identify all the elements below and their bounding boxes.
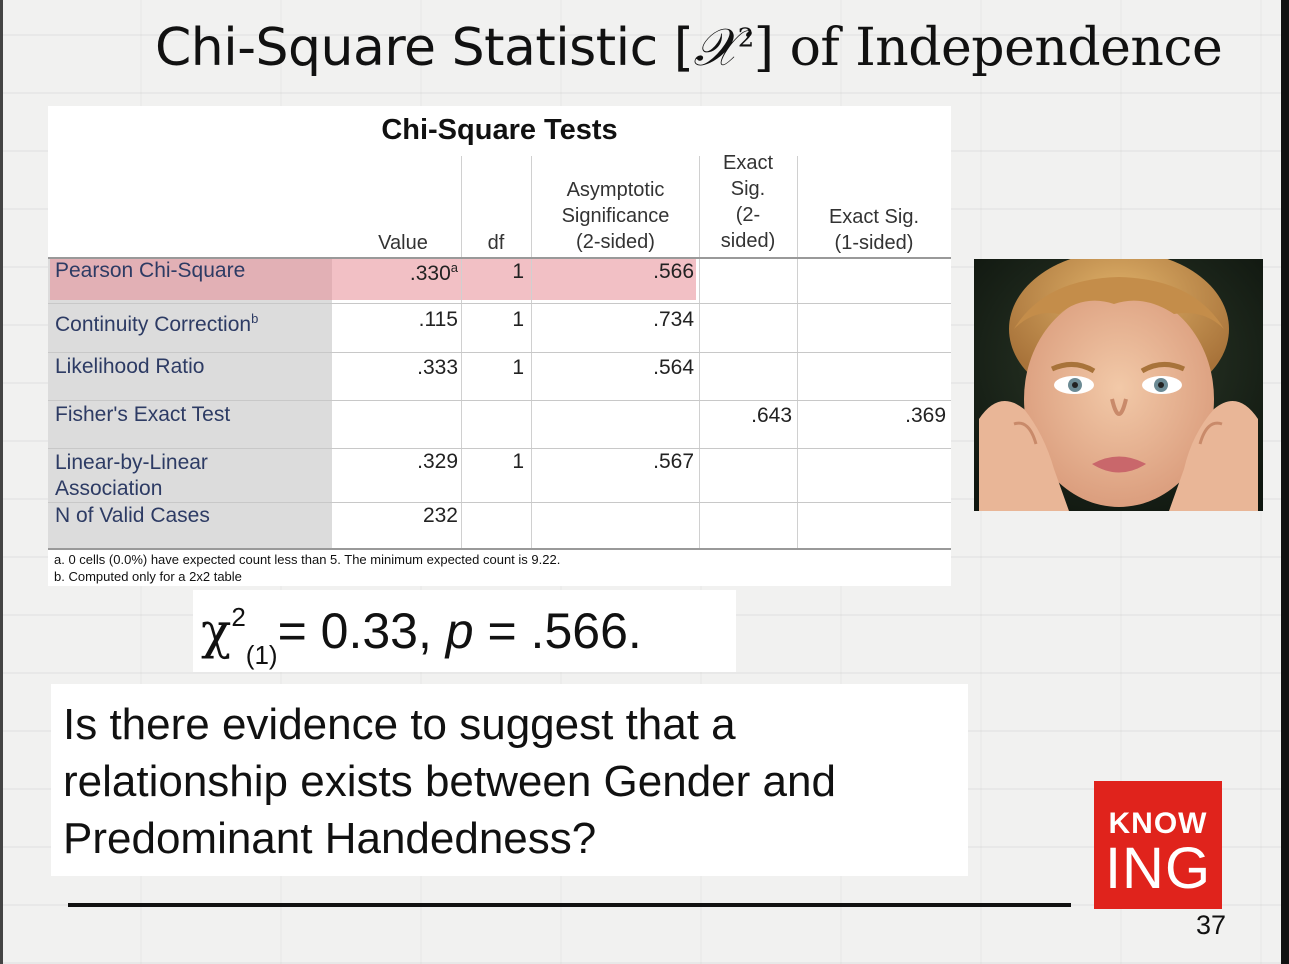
chi-symbol: χ (201, 602, 232, 660)
question-line: relationship exists between Gender and (63, 757, 836, 806)
cell-value-text: .330 (409, 262, 451, 285)
header-line: (1-sided) (834, 232, 914, 254)
cell-df: 1 (512, 450, 524, 473)
cell-df: 1 (512, 356, 524, 379)
title-text-start: Chi-Square Statistic [ (155, 18, 694, 78)
header-exact-2sided: Exact Sig. (2- sided) (700, 150, 796, 254)
cell-asymptotic: .564 (653, 356, 694, 379)
row-divider (48, 502, 951, 503)
logo-text-top: KNOW (1108, 807, 1208, 840)
table-bottom-rule (48, 548, 951, 550)
pearson-row-highlight (50, 258, 696, 300)
title-superscript: 2 (737, 23, 755, 54)
df-subscript: (1) (245, 640, 278, 670)
cell-asymptotic: .567 (653, 450, 694, 473)
cell-df: 1 (512, 260, 524, 283)
header-line: (2-sided) (576, 231, 655, 253)
header-rule (48, 257, 951, 259)
cell-asymptotic: .734 (653, 308, 694, 331)
row-label-linear: Linear-by-Linear Association (55, 450, 208, 502)
cell-value: .115 (418, 308, 458, 331)
row-label-line: Linear-by-Linear (55, 451, 208, 474)
header-line: Asymptotic (566, 179, 665, 201)
row-divider (48, 352, 951, 353)
statistic-value: = 0.33, (277, 603, 446, 659)
row-label-continuity: Continuity Correctionb (55, 306, 258, 338)
row-divider (48, 448, 951, 449)
question-box: Is there evidence to suggest that a rela… (51, 684, 968, 876)
cell-df: 1 (512, 308, 524, 331)
header-line: Exact Sig. (828, 206, 920, 228)
cell-value: .333 (417, 356, 458, 379)
header-df: df (487, 232, 505, 254)
child-photo-illustration (974, 259, 1263, 511)
header-line: Sig. (730, 178, 766, 200)
footnote-a: a. 0 cells (0.0%) have expected count le… (54, 552, 561, 567)
row-label-pearson: Pearson Chi-Square (55, 259, 246, 282)
knowing-logo: KNOW ING (1094, 781, 1222, 909)
child-photo (974, 259, 1263, 511)
header-line: (2- (735, 204, 761, 226)
title-text-end: ] of Independence (753, 18, 1223, 78)
bottom-rule (68, 903, 1071, 907)
cell-asymptotic: .566 (653, 260, 694, 283)
header-line: Significance (561, 205, 670, 227)
header-exact-1sided: Exact Sig. (1-sided) (800, 204, 948, 256)
title-chi-symbol: 𝒳 (693, 18, 739, 78)
header-line: sided) (720, 230, 776, 252)
p-symbol: p (445, 603, 474, 659)
footnote-marker-a: a (450, 260, 458, 275)
row-label-background (48, 258, 332, 548)
question-line: Predominant Handedness? (63, 814, 597, 863)
right-border (1281, 0, 1289, 964)
cell-exact-1sided: .369 (905, 404, 946, 427)
left-border (0, 0, 3, 964)
row-label-likelihood: Likelihood Ratio (55, 355, 205, 378)
chi-superscript: 2 (231, 602, 246, 632)
table-title: Chi-Square Tests (381, 114, 618, 146)
header-value: Value (378, 232, 428, 254)
cell-value: .330a (348, 260, 458, 286)
cell-value: 232 (422, 504, 458, 527)
header-line: Exact (722, 152, 774, 174)
footnote-b: b. Computed only for a 2x2 table (54, 569, 242, 584)
slide-title: Chi-Square Statistic [𝒳2] of Independenc… (155, 18, 1255, 79)
row-divider (48, 303, 951, 304)
question-line: Is there evidence to suggest that a (63, 700, 736, 749)
p-value: = .566. (473, 603, 642, 659)
cell-value: .329 (417, 450, 458, 473)
row-label-n-valid: N of Valid Cases (55, 504, 210, 527)
row-label-line: Association (55, 477, 163, 500)
footnote-marker-b: b (251, 311, 259, 326)
chi-square-tests-table: Chi-Square Tests Value df Asymptotic Sig… (48, 106, 951, 586)
header-asymptotic: Asymptotic Significance (2-sided) (538, 177, 693, 255)
row-label-text: Continuity Correction (55, 313, 252, 336)
row-label-fisher: Fisher's Exact Test (55, 403, 231, 426)
page-number: 37 (1196, 910, 1227, 940)
logo-text-bottom: ING (1104, 836, 1212, 901)
row-divider (48, 400, 951, 401)
chi-square-result: χ2 (1)= 0.33, p = .566. (193, 590, 736, 672)
cell-exact-2sided: .643 (751, 404, 792, 427)
